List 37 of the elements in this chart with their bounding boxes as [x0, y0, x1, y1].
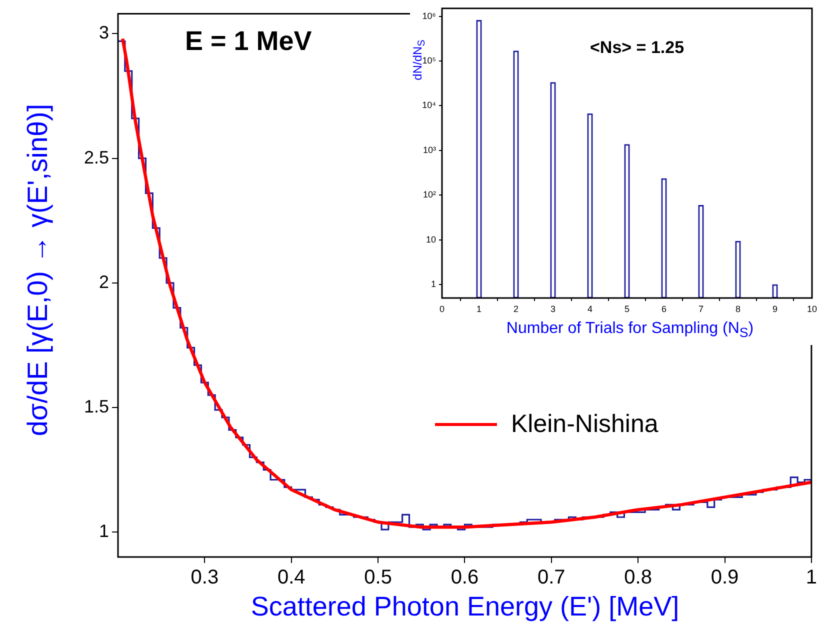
- y-tick-label: 1: [98, 521, 109, 542]
- y-tick-label: 1: [430, 279, 436, 290]
- x-tick-label: 0.5: [364, 566, 392, 589]
- x-tick-label: 1: [806, 566, 817, 589]
- x-tick-label: 10: [806, 304, 817, 314]
- x-tick-label: 8: [735, 304, 741, 314]
- y-tick-label: 2.5: [84, 147, 109, 168]
- x-tick-label: 1: [476, 304, 482, 314]
- legend-label: Klein-Nishina: [511, 410, 658, 439]
- y-axis-title: dσ/dE [γ(E,0) → γ(E',sinθ)]: [22, 104, 54, 436]
- x-tick-label: 4: [587, 304, 593, 314]
- y-tick-label: 10⁵: [422, 55, 436, 66]
- y-tick-label: 3: [98, 22, 109, 43]
- x-tick-label: 7: [698, 304, 704, 314]
- x-tick-label: 0.8: [624, 566, 652, 589]
- x-tick-label: 9: [772, 304, 778, 314]
- x-tick-label: 2: [513, 304, 519, 314]
- x-tick-label: 0.6: [450, 566, 479, 589]
- y-tick-label: 10⁴: [422, 100, 436, 110]
- x-tick-label: 0.7: [537, 566, 566, 589]
- x-axis-title: Scattered Photon Energy (E') [MeV]: [250, 592, 680, 622]
- x-tick-label: 0.3: [190, 566, 219, 589]
- y-tick-label: 10²: [422, 190, 436, 200]
- x-tick-label: 0.4: [277, 566, 306, 589]
- x-tick-label: 3: [550, 304, 556, 314]
- x-tick-label: 6: [661, 304, 667, 314]
- y-tick-label: 10³: [422, 144, 436, 155]
- x-tick-label: 0: [439, 304, 445, 314]
- x-tick-label: 0.9: [710, 566, 739, 589]
- y-tick-label: 10: [426, 234, 436, 244]
- y-tick-label: 10⁶: [422, 10, 436, 21]
- y-tick-label: 1.5: [84, 396, 109, 416]
- x-tick-label: 5: [624, 304, 630, 314]
- annotation: E = 1 MeV: [185, 26, 312, 57]
- y-tick-label: 2: [98, 272, 109, 292]
- annotation: <Ns> = 1.25: [590, 38, 684, 58]
- x-axis-title: Number of Trials for Sampling (N$_{S}$): [506, 320, 754, 340]
